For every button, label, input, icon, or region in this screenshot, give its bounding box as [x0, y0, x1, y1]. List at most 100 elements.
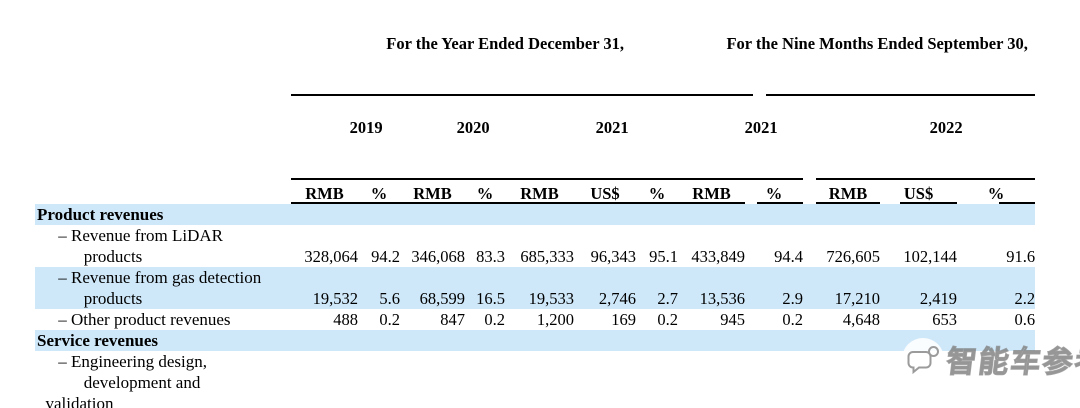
col-pct-9m2021: % — [745, 180, 804, 204]
col-rmb-2022: RMB — [816, 180, 881, 204]
year-2021: 2021 — [505, 96, 679, 180]
col-text: RMB — [413, 184, 452, 203]
col-text: % — [765, 184, 783, 203]
spacer-cell — [35, 180, 291, 204]
rule — [505, 178, 679, 180]
rule — [816, 178, 1036, 180]
rule — [766, 94, 1036, 96]
cell: — — [291, 351, 358, 408]
cell: 433,849 — [691, 247, 746, 266]
cell: 2,746 — [574, 267, 636, 309]
cell: 95.1 — [649, 247, 679, 266]
cell: 1,972 — [574, 351, 636, 408]
cell: 68,599 — [400, 267, 465, 309]
year-2020: 2020 — [400, 96, 505, 180]
rule — [291, 178, 400, 180]
cell: 1,200 — [536, 310, 574, 329]
spacer-cell — [803, 180, 816, 204]
spacer-cell — [803, 267, 817, 309]
rule — [505, 202, 574, 204]
year-text: 2021 — [744, 118, 778, 137]
col-pct-2021: % — [636, 180, 679, 204]
cell: 16.5 — [465, 267, 505, 309]
cell: 346,068 — [411, 247, 465, 266]
col-text: RMB — [305, 184, 344, 203]
row-label: – Other product revenues — [37, 310, 231, 329]
col-pct-2019: % — [358, 180, 400, 204]
col-rmb-2019: RMB — [291, 180, 358, 204]
col-text: RMB — [692, 184, 731, 203]
cell: 169 — [611, 310, 636, 329]
cell: 94.2 — [371, 247, 400, 266]
cell: 5,718 — [880, 351, 957, 408]
cell: 91.6 — [1006, 247, 1036, 266]
section-label: Service revenues — [35, 330, 1036, 351]
row-gas-detection-products: – Revenue from gas detection products 19… — [35, 267, 1036, 309]
cell: 847 — [440, 310, 465, 329]
cell: 328,064 — [304, 247, 358, 266]
rule — [816, 202, 881, 204]
year-text: 2021 — [595, 118, 629, 137]
header-year-ended-text: For the Year Ended December 31, — [386, 34, 624, 53]
rule — [999, 202, 1036, 204]
cell: 945 — [720, 310, 746, 329]
row-lidar-products: – Revenue from LiDAR products 328,064 94… — [35, 225, 1035, 267]
col-text: US$ — [590, 184, 620, 203]
cell: 2,419 — [880, 267, 958, 309]
cell: 5.6 — [358, 267, 400, 309]
label-column-header — [35, 12, 291, 96]
rule — [678, 202, 746, 204]
rule — [358, 202, 400, 204]
col-usd-2022: US$ — [880, 180, 958, 204]
col-text: RMB — [828, 184, 868, 203]
cell: 488 — [333, 310, 358, 329]
cell: 726,605 — [826, 247, 881, 266]
rule — [636, 202, 679, 204]
section-row-product-revenues: Product revenues — [35, 204, 1036, 225]
row-other-product-revenues: – Other product revenues 488 0.2 847 0.2… — [35, 309, 1035, 330]
col-text: % — [370, 184, 388, 203]
cell: 1.9 — [636, 351, 678, 408]
year-2019: 2019 — [291, 96, 400, 180]
cell: 13,536 — [678, 267, 746, 309]
cell: 653 — [932, 310, 958, 329]
col-text: US$ — [903, 184, 934, 203]
year-header-row: 2019 2020 2021 2021 2022 — [35, 96, 1036, 180]
col-text: % — [648, 184, 666, 203]
cell: 0.2 — [484, 310, 505, 329]
header-nine-months-text: For the Nine Months Ended September 30, — [726, 34, 1028, 53]
rule — [465, 202, 505, 204]
rule — [291, 94, 754, 96]
rule — [757, 202, 804, 204]
year-text: 2019 — [349, 118, 383, 137]
revenue-breakdown-table: For the Year Ended December 31, For the … — [35, 12, 1036, 408]
year-2022: 2022 — [816, 96, 1036, 180]
cell: 685,333 — [520, 247, 574, 266]
cell: 0.2 — [782, 310, 804, 329]
col-pct-2020: % — [465, 180, 505, 204]
col-rmb-9m2021: RMB — [678, 180, 746, 204]
rule — [291, 202, 358, 204]
rule — [400, 178, 505, 180]
row-label: – Revenue from LiDAR products — [58, 226, 224, 266]
spacer-cell — [35, 96, 291, 180]
col-text: % — [476, 184, 494, 203]
year-2021-nine-months: 2021 — [678, 96, 804, 180]
cell: — — [400, 351, 465, 408]
spacer-cell — [803, 309, 816, 330]
cell: 2.9 — [745, 267, 804, 309]
cell: 96,343 — [590, 247, 636, 266]
year-text: 2020 — [456, 118, 490, 137]
cell: 0.6 — [1014, 310, 1036, 329]
cell: 5.1 — [957, 351, 1035, 408]
col-rmb-2021: RMB — [505, 180, 574, 204]
col-usd-2021: US$ — [574, 180, 636, 204]
cell: 19,533 — [505, 267, 574, 309]
cell: — — [465, 351, 505, 408]
cell: 17,210 — [816, 267, 881, 309]
col-rmb-2020: RMB — [400, 180, 465, 204]
row-label: – Engineering design, development and va… — [45, 352, 207, 408]
section-label: Product revenues — [35, 204, 1036, 225]
year-text: 2022 — [929, 118, 963, 137]
cell: 2.7 — [636, 267, 679, 309]
